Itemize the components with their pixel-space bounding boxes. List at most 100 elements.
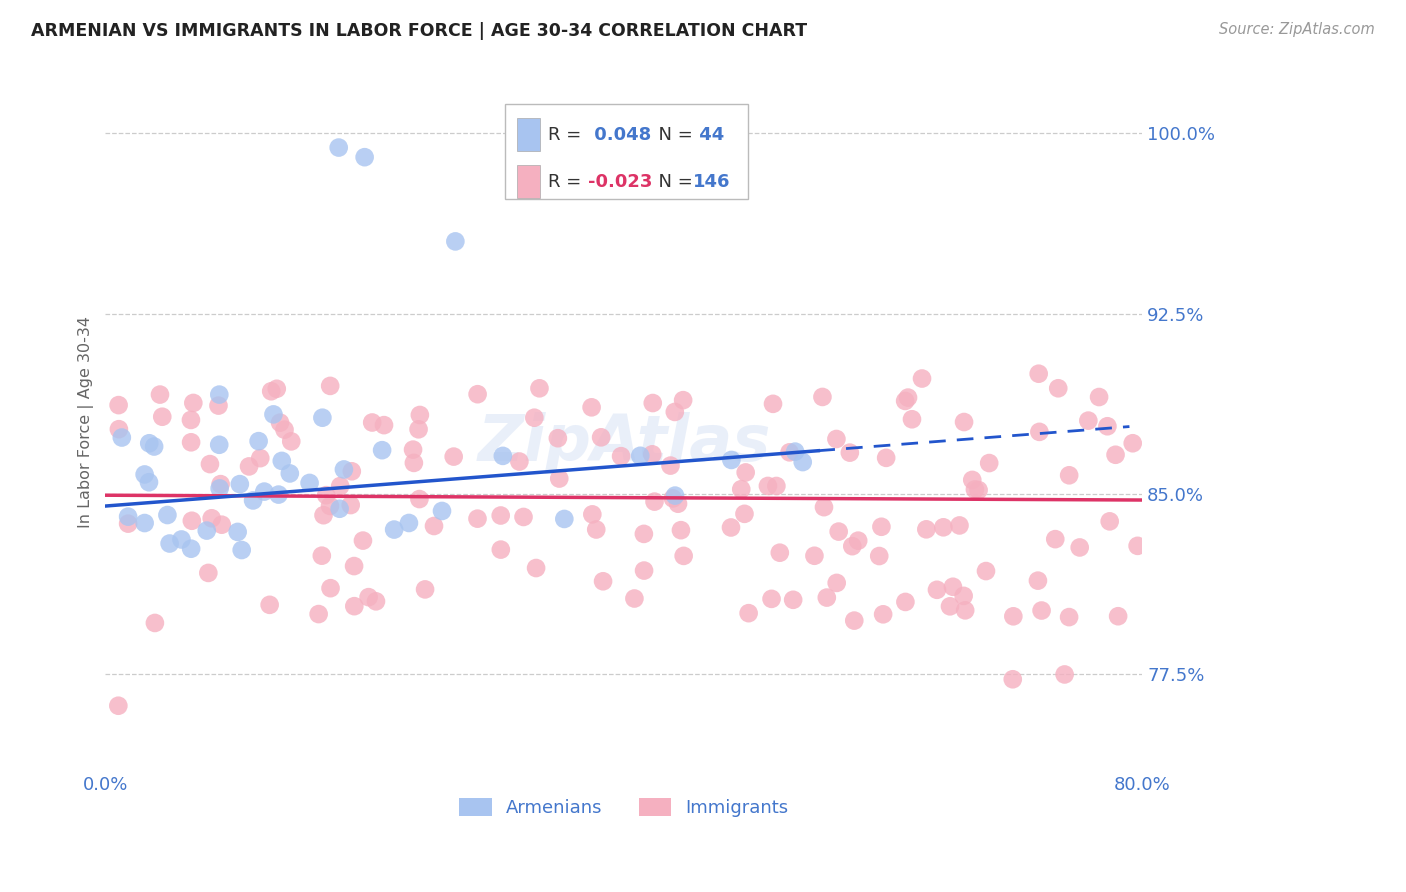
- Point: [1097, 419, 1119, 434]
- Point: [953, 603, 976, 617]
- Point: [974, 564, 997, 578]
- Point: [211, 517, 233, 532]
- Point: [932, 520, 955, 534]
- Text: N =: N =: [647, 126, 699, 144]
- Point: [1088, 390, 1111, 404]
- Point: [312, 508, 335, 523]
- Point: [662, 491, 685, 506]
- Point: [641, 396, 664, 410]
- Point: [402, 442, 425, 457]
- Point: [231, 543, 253, 558]
- Point: [952, 589, 974, 603]
- Point: [894, 595, 917, 609]
- Point: [1098, 514, 1121, 528]
- Point: [1126, 539, 1149, 553]
- Point: [942, 580, 965, 594]
- Point: [267, 487, 290, 501]
- Bar: [517, 118, 540, 152]
- Point: [247, 434, 270, 449]
- Point: [1107, 609, 1129, 624]
- Point: [269, 416, 291, 430]
- Point: [1001, 673, 1024, 687]
- Point: [198, 457, 221, 471]
- Point: [319, 581, 342, 595]
- Point: [825, 575, 848, 590]
- Text: 0.048: 0.048: [588, 126, 651, 144]
- Point: [343, 559, 366, 574]
- Point: [581, 508, 603, 522]
- Point: [270, 454, 292, 468]
- Point: [844, 614, 866, 628]
- Point: [280, 434, 302, 449]
- Point: [266, 382, 288, 396]
- Point: [967, 483, 990, 497]
- Point: [803, 549, 825, 563]
- Y-axis label: In Labor Force | Age 30-34: In Labor Force | Age 30-34: [79, 316, 94, 528]
- Point: [846, 533, 869, 548]
- Point: [308, 607, 330, 621]
- Point: [610, 449, 633, 463]
- Point: [585, 523, 607, 537]
- Point: [963, 483, 986, 497]
- Point: [948, 518, 970, 533]
- Point: [720, 520, 742, 534]
- Point: [979, 456, 1001, 470]
- Point: [364, 594, 387, 608]
- Point: [769, 546, 792, 560]
- Point: [444, 235, 467, 249]
- Point: [150, 409, 173, 424]
- Point: [523, 410, 546, 425]
- Point: [813, 500, 835, 515]
- Point: [547, 431, 569, 445]
- Point: [260, 384, 283, 399]
- Point: [633, 564, 655, 578]
- Point: [211, 812, 233, 826]
- Point: [962, 473, 984, 487]
- Point: [229, 477, 252, 491]
- Point: [207, 399, 229, 413]
- Point: [398, 516, 420, 530]
- Point: [143, 615, 166, 630]
- Point: [737, 606, 759, 620]
- Point: [591, 430, 613, 444]
- Text: 146: 146: [693, 173, 731, 191]
- Point: [138, 436, 160, 450]
- Point: [734, 507, 756, 521]
- Text: ARMENIAN VS IMMIGRANTS IN LABOR FORCE | AGE 30-34 CORRELATION CHART: ARMENIAN VS IMMIGRANTS IN LABOR FORCE | …: [31, 22, 807, 40]
- Point: [779, 445, 801, 459]
- Point: [1122, 436, 1144, 450]
- Point: [117, 509, 139, 524]
- Point: [371, 443, 394, 458]
- Point: [641, 447, 664, 461]
- Point: [939, 599, 962, 614]
- Point: [226, 524, 249, 539]
- Point: [353, 150, 375, 164]
- Point: [159, 536, 181, 550]
- Point: [156, 508, 179, 522]
- Point: [872, 607, 894, 622]
- Point: [524, 561, 547, 575]
- Point: [1057, 610, 1080, 624]
- Point: [311, 549, 333, 563]
- Point: [489, 508, 512, 523]
- Point: [669, 523, 692, 537]
- Point: [134, 467, 156, 482]
- Point: [108, 422, 131, 436]
- Point: [409, 408, 432, 422]
- Point: [765, 479, 787, 493]
- Point: [319, 379, 342, 393]
- Point: [180, 541, 202, 556]
- Point: [195, 524, 218, 538]
- Point: [238, 459, 260, 474]
- Point: [672, 549, 695, 563]
- Point: [1053, 667, 1076, 681]
- Point: [107, 398, 129, 412]
- Point: [117, 516, 139, 531]
- Point: [897, 391, 920, 405]
- Point: [911, 371, 934, 385]
- Point: [953, 415, 976, 429]
- Legend: Armenians, Immigrants: Armenians, Immigrants: [451, 790, 796, 824]
- Point: [628, 449, 651, 463]
- Point: [329, 479, 352, 493]
- Point: [149, 387, 172, 401]
